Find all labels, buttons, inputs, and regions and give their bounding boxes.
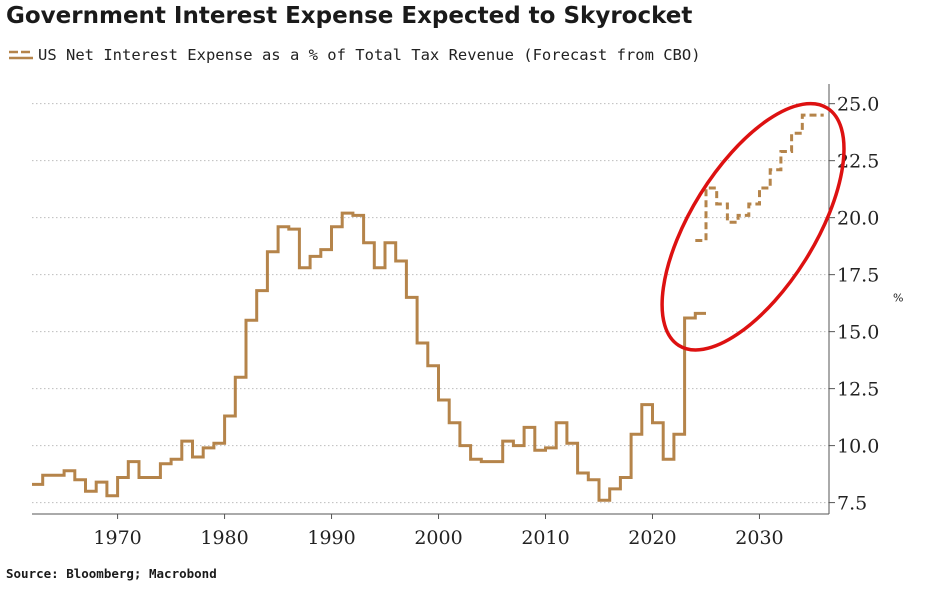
series-line-historical [32, 211, 706, 502]
x-tick-label: 2010 [521, 527, 569, 549]
y-unit-label: % [893, 291, 903, 304]
x-tick-label: 2030 [735, 527, 783, 549]
y-tick-label: 7.5 [837, 493, 867, 515]
x-tick-label: 2000 [414, 527, 462, 549]
y-tick-label: 10.0 [837, 436, 879, 458]
y-tick-label: 25.0 [837, 94, 879, 116]
x-tick-label: 1990 [307, 527, 355, 549]
x-tick-label: 1980 [200, 527, 248, 549]
chart-title: Government Interest Expense Expected to … [6, 3, 693, 29]
legend-swatch [9, 50, 33, 60]
y-tick-label: 20.0 [837, 208, 879, 230]
legend: US Net Interest Expense as a % of Total … [8, 45, 701, 65]
y-tick-label: 17.5 [837, 265, 879, 287]
series-line-cbo-forecast [695, 113, 824, 242]
y-tick-label: 22.5 [837, 151, 879, 173]
source-note: Source: Bloomberg; Macrobond [6, 566, 217, 581]
x-tick-label: 1970 [93, 527, 141, 549]
y-tick-label: 12.5 [837, 379, 879, 401]
x-tick-label: 2020 [628, 527, 676, 549]
legend-label: US Net Interest Expense as a % of Total … [38, 46, 701, 64]
y-tick-label: 15.0 [837, 322, 879, 344]
highlight-ellipse [660, 101, 846, 352]
